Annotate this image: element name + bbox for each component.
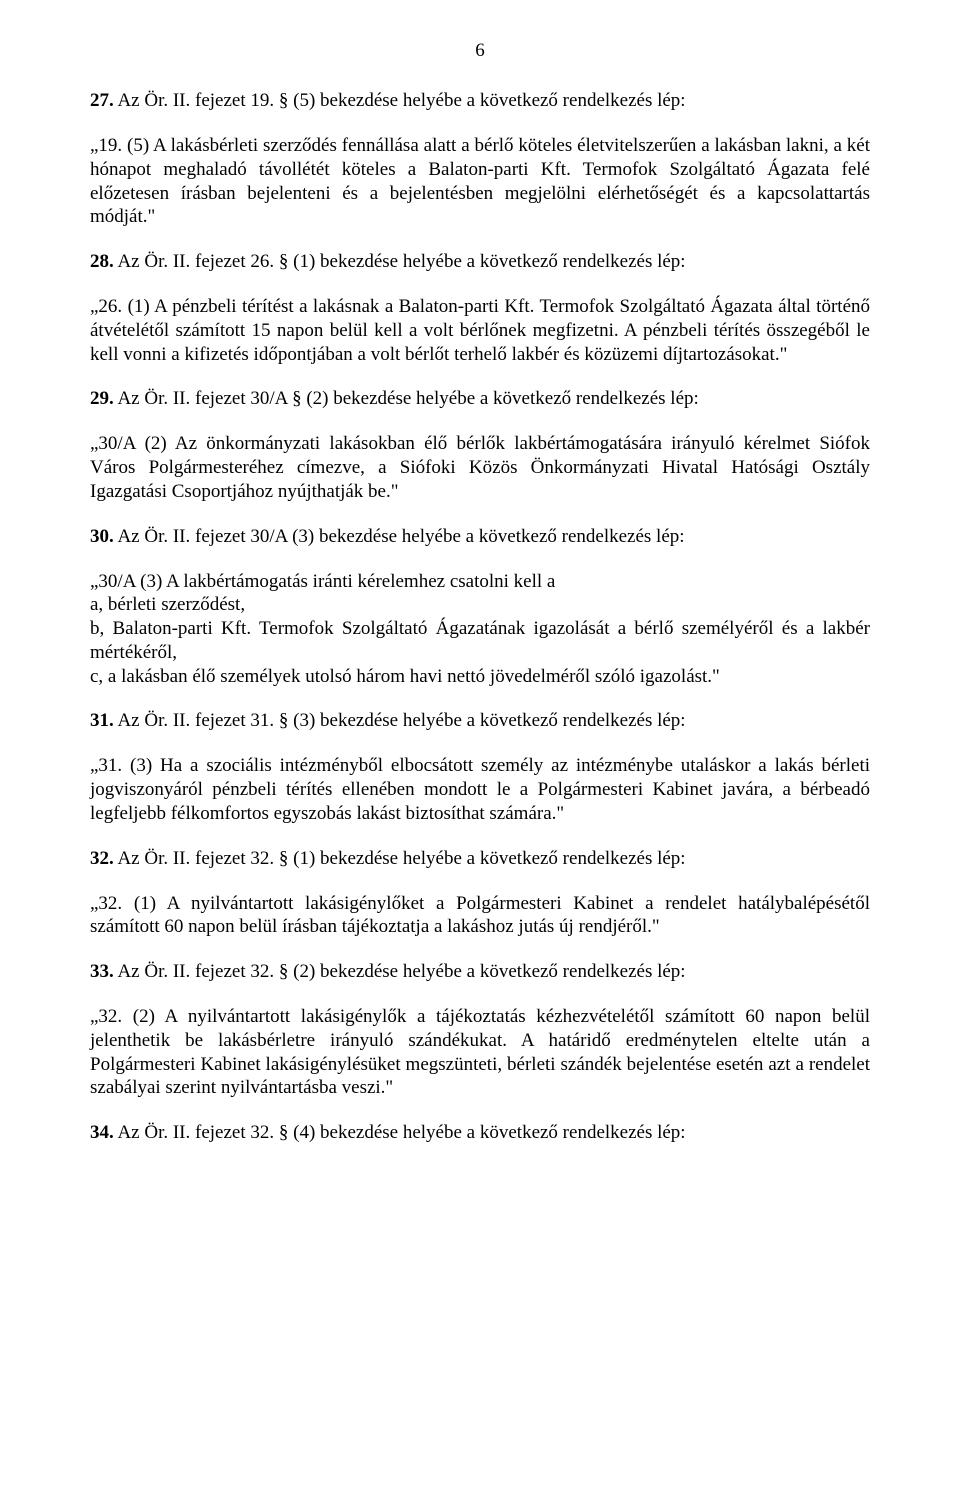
- section-heading-28: 28. Az Ör. II. fejezet 26. § (1) bekezdé…: [90, 251, 870, 273]
- section-heading-text: Az Ör. II. fejezet 32. § (4) bekezdése h…: [114, 1122, 686, 1143]
- section-number: 31.: [90, 710, 114, 731]
- section-heading-text: Az Ör. II. fejezet 31. § (3) bekezdése h…: [114, 710, 686, 731]
- section-number: 29.: [90, 388, 114, 409]
- section-heading-29: 29. Az Ör. II. fejezet 30/A § (2) bekezd…: [90, 388, 870, 410]
- section-heading-text: Az Ör. II. fejezet 32. § (2) bekezdése h…: [114, 961, 686, 982]
- section-heading-33: 33. Az Ör. II. fejezet 32. § (2) bekezdé…: [90, 961, 870, 983]
- section-body-28: „26. (1) A pénzbeli térítést a lakásnak …: [90, 295, 870, 366]
- section-body-31: „31. (3) Ha a szociális intézményből elb…: [90, 754, 870, 825]
- section-number: 32.: [90, 848, 114, 869]
- section-heading-30: 30. Az Ör. II. fejezet 30/A (3) bekezdés…: [90, 526, 870, 548]
- page-number: 6: [90, 40, 870, 62]
- attach-line: a, bérleti szerződést,: [90, 593, 870, 617]
- section-body-32: „32. (1) A nyilvántartott lakásigénylőke…: [90, 892, 870, 940]
- section-number: 27.: [90, 90, 114, 111]
- attach-line: c, a lakásban élő személyek utolsó három…: [90, 665, 870, 689]
- section-body-27: „19. (5) A lakásbérleti szerződés fennál…: [90, 134, 870, 229]
- section-number: 33.: [90, 961, 114, 982]
- section-heading-text: Az Ör. II. fejezet 19. § (5) bekezdése h…: [114, 90, 686, 111]
- section-number: 30.: [90, 526, 114, 547]
- section-heading-text: Az Ör. II. fejezet 26. § (1) bekezdése h…: [114, 251, 686, 272]
- attach-line: „30/A (3) A lakbértámogatás iránti kérel…: [90, 570, 870, 594]
- attach-line: b, Balaton-parti Kft. Termofok Szolgálta…: [90, 617, 870, 665]
- section-body-29: „30/A (2) Az önkormányzati lakásokban él…: [90, 432, 870, 503]
- document-page: 6 27. Az Ör. II. fejezet 19. § (5) bekez…: [0, 0, 960, 1488]
- section-body-30: „30/A (3) A lakbértámogatás iránti kérel…: [90, 570, 870, 689]
- section-heading-32: 32. Az Ör. II. fejezet 32. § (1) bekezdé…: [90, 848, 870, 870]
- section-heading-27: 27. Az Ör. II. fejezet 19. § (5) bekezdé…: [90, 90, 870, 112]
- section-number: 28.: [90, 251, 114, 272]
- section-heading-34: 34. Az Ör. II. fejezet 32. § (4) bekezdé…: [90, 1122, 870, 1144]
- section-heading-text: Az Ör. II. fejezet 30/A (3) bekezdése he…: [114, 526, 685, 547]
- section-heading-31: 31. Az Ör. II. fejezet 31. § (3) bekezdé…: [90, 710, 870, 732]
- section-body-33: „32. (2) A nyilvántartott lakásigénylők …: [90, 1005, 870, 1100]
- section-number: 34.: [90, 1122, 114, 1143]
- section-heading-text: Az Ör. II. fejezet 30/A § (2) bekezdése …: [114, 388, 699, 409]
- section-heading-text: Az Ör. II. fejezet 32. § (1) bekezdése h…: [114, 848, 686, 869]
